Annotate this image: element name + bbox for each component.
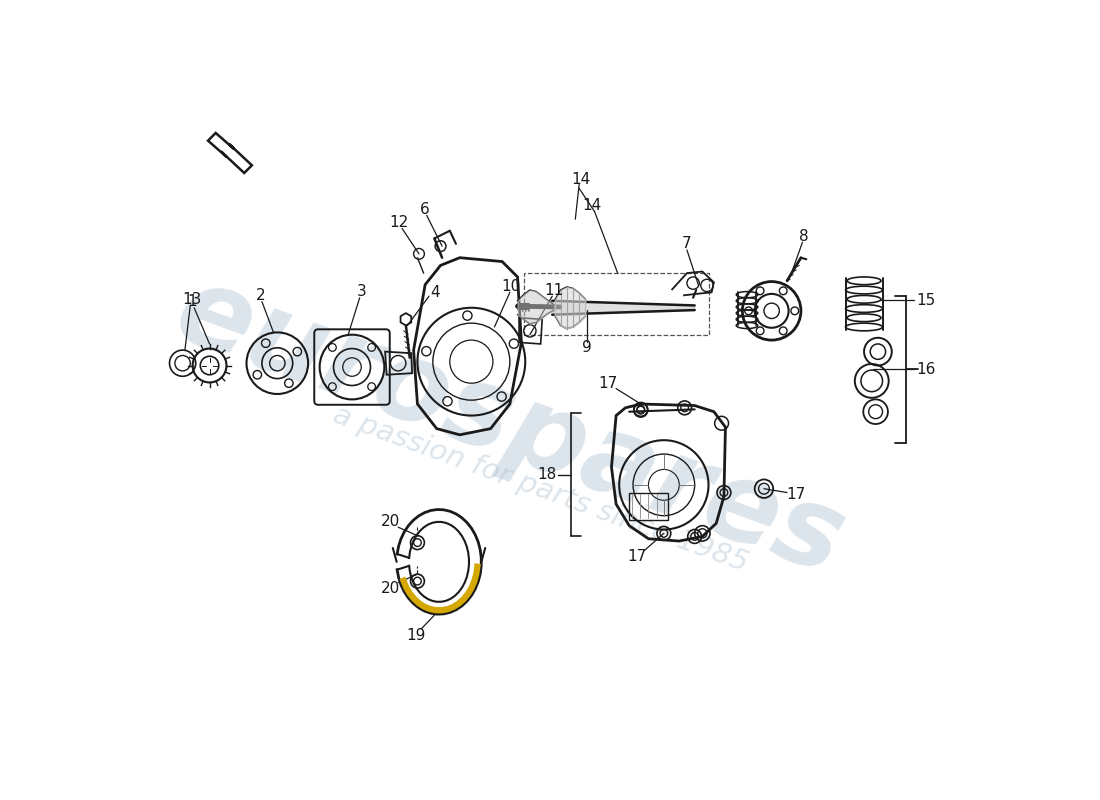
Text: 13: 13 xyxy=(183,292,201,306)
Text: 17: 17 xyxy=(786,486,806,502)
Text: 20: 20 xyxy=(381,582,400,596)
Text: 19: 19 xyxy=(406,627,426,642)
Text: 14: 14 xyxy=(582,198,601,213)
Text: 1: 1 xyxy=(188,294,197,309)
Text: 10: 10 xyxy=(502,278,521,294)
Text: 4: 4 xyxy=(430,285,440,300)
Text: 7: 7 xyxy=(682,236,692,251)
Text: 15: 15 xyxy=(916,293,935,307)
Text: 12: 12 xyxy=(389,214,408,230)
Text: 18: 18 xyxy=(537,467,557,482)
Text: 6: 6 xyxy=(420,202,430,218)
Text: 2: 2 xyxy=(255,288,265,303)
Text: 17: 17 xyxy=(598,376,618,390)
Text: 14: 14 xyxy=(571,172,591,186)
Text: 16: 16 xyxy=(916,362,935,377)
Text: 3: 3 xyxy=(356,284,366,299)
Text: 20: 20 xyxy=(381,514,400,530)
Text: eurospares: eurospares xyxy=(162,257,858,598)
Text: 17: 17 xyxy=(627,549,647,564)
Text: 11: 11 xyxy=(544,282,563,298)
Text: 8: 8 xyxy=(800,229,808,244)
Text: 9: 9 xyxy=(582,340,592,355)
Text: a passion for parts since 1985: a passion for parts since 1985 xyxy=(329,400,752,577)
